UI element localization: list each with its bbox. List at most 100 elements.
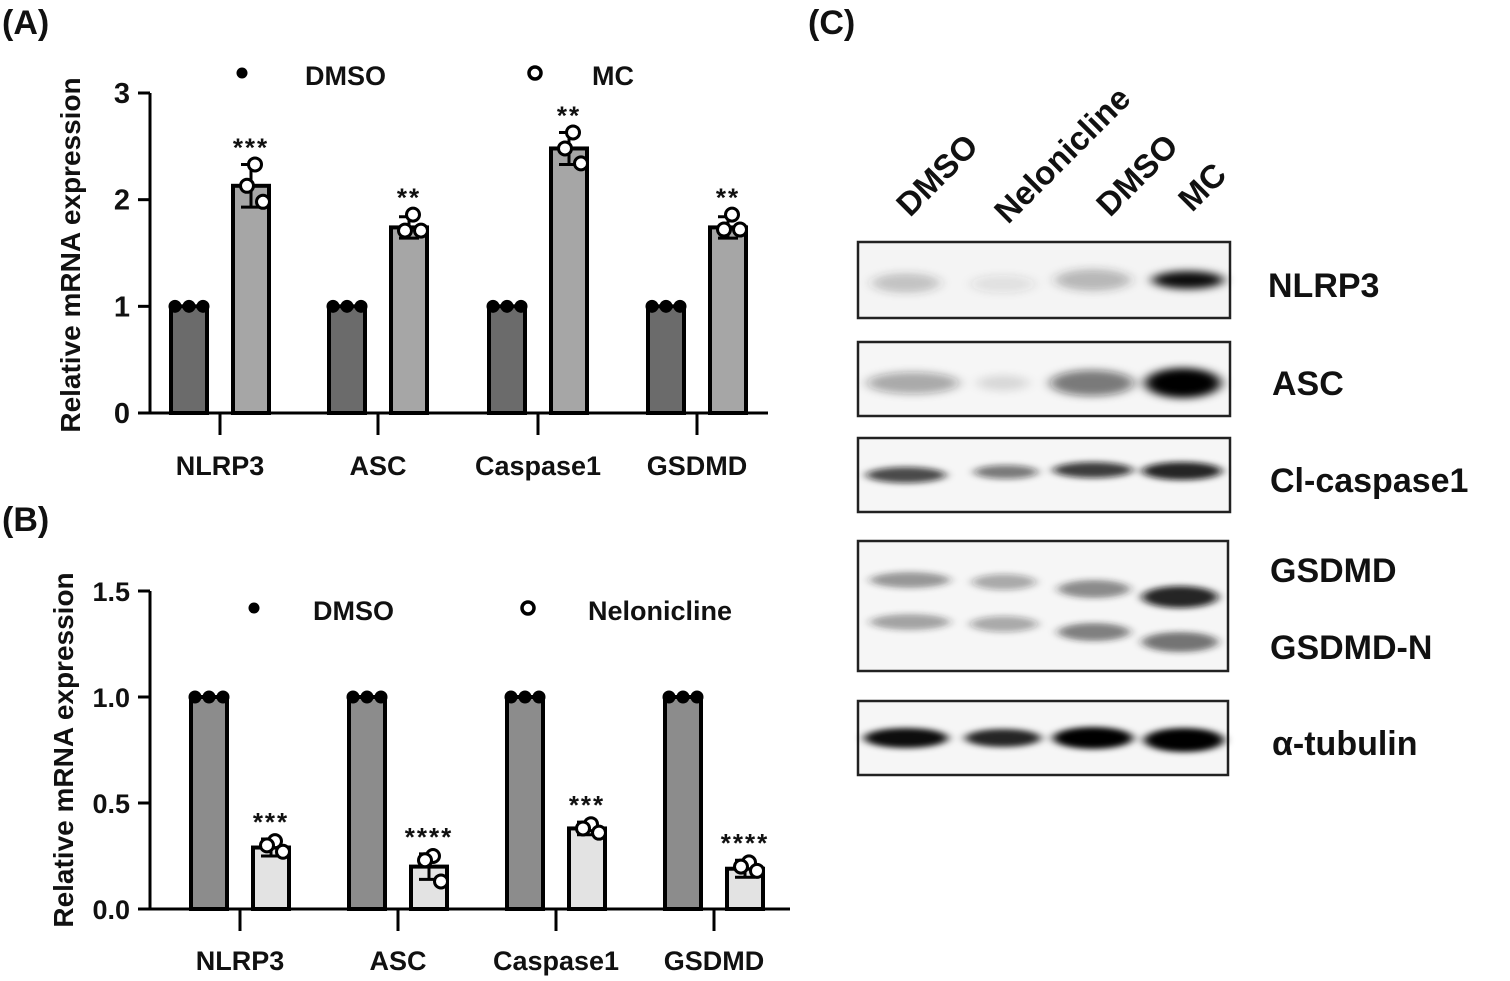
blot-label-gsdmd-n: GSDMD-N (1270, 629, 1432, 667)
data-point (659, 299, 673, 313)
y-tick-label: 0 (114, 398, 130, 430)
data-point (724, 206, 740, 223)
bands-tubulin (864, 727, 1224, 752)
data-point (340, 299, 354, 313)
band-asc-1 (867, 372, 959, 394)
x-tick-label: NLRP3 (196, 946, 285, 976)
band-asc-4 (1145, 368, 1221, 398)
y-tick-label: 1.5 (92, 577, 130, 607)
significance-marker: ** (397, 183, 421, 213)
data-point (259, 837, 275, 854)
legend-label: MC (592, 61, 634, 91)
data-point (397, 222, 413, 239)
data-point (374, 690, 388, 704)
y-tick-label: 3 (114, 78, 130, 110)
band-gsdmd-4 (1142, 586, 1218, 608)
x-tick-label: Caspase1 (475, 451, 601, 481)
data-point (182, 299, 196, 313)
y-tick-label: 1 (114, 291, 130, 323)
data-point (575, 820, 591, 837)
data-point (275, 843, 291, 860)
data-point (255, 193, 271, 210)
band-gsdmdn-4 (1142, 632, 1218, 652)
bar (487, 304, 527, 416)
data-point (433, 873, 449, 890)
data-point (733, 858, 749, 875)
data-point (690, 690, 704, 704)
data-point (716, 221, 732, 238)
y-tick-label: 1.0 (92, 683, 130, 713)
band-asc-2 (977, 375, 1029, 391)
band-tubulin-3 (1053, 727, 1133, 749)
legend-marker-open (527, 65, 543, 81)
data-point (354, 299, 368, 313)
legend-marker-filled (248, 602, 260, 614)
data-point (326, 299, 340, 313)
band-tubulin-2 (965, 729, 1041, 747)
band-gsdmdn-1 (870, 614, 950, 630)
chart-b: 0.0 0.5 1.0 1.5 Relative mRNA expression NLRP… (48, 572, 790, 976)
data-point (216, 690, 230, 704)
band-gsdmd-1 (870, 572, 950, 588)
data-point (188, 690, 202, 704)
data-point (247, 156, 263, 173)
y-axis-label: Relative mRNA expression (48, 572, 79, 927)
bands-nlrp3 (872, 269, 1224, 293)
data-point (202, 690, 216, 704)
blot-label-gsdmd: GSDMD (1270, 552, 1397, 590)
significance-marker: ** (716, 183, 740, 213)
data-point (417, 852, 433, 869)
bands-gsdmd (870, 572, 1218, 652)
legend-label: Nelonicline (588, 596, 732, 626)
data-point (573, 155, 589, 172)
data-point (557, 140, 573, 157)
lane-label-dmso-1: DMSO (889, 127, 985, 223)
panel-label-a: (A) (2, 4, 49, 42)
data-point (749, 862, 765, 879)
bar (347, 695, 387, 911)
y-tick-label: 0.5 (92, 789, 130, 819)
lane-label-mc: MC (1171, 155, 1233, 217)
y-tick-label: 2 (114, 185, 130, 217)
band-gsdmdn-3 (1058, 623, 1130, 641)
western-blot: DMSO Nelonicline DMSO MC NLRP3 ASC (856, 79, 1468, 777)
band-clcasp-2 (974, 465, 1038, 479)
band-nlrp3-4 (1152, 271, 1224, 289)
data-point (346, 690, 360, 704)
chart-a: 0 1 2 3 Relative mRNA expression NLRP3 ASC Casp… (55, 61, 768, 481)
bar (231, 183, 271, 415)
band-nlrp3-3 (1055, 269, 1131, 291)
band-nlrp3-2 (971, 275, 1035, 293)
y-tick-label: 0.0 (92, 895, 130, 925)
bar (505, 695, 545, 911)
x-tick-label: NLRP3 (176, 451, 265, 481)
data-point (591, 824, 607, 841)
data-point (413, 222, 429, 239)
legend-marker-open (520, 600, 536, 616)
x-tick-label: Caspase1 (493, 946, 619, 976)
lane-label-dmso-2: DMSO (1089, 127, 1185, 223)
band-gsdmd-3 (1058, 580, 1130, 598)
band-clcasp-4 (1142, 462, 1222, 480)
data-point (645, 299, 659, 313)
data-point (168, 299, 182, 313)
y-axis-label: Relative mRNA expression (55, 77, 86, 432)
panel-label-c: (C) (808, 4, 855, 42)
bar (663, 695, 703, 911)
panel-label-b: (B) (2, 501, 49, 539)
bands-clcaspase1 (866, 462, 1222, 483)
data-point (673, 299, 687, 313)
significance-marker: *** (253, 807, 289, 837)
bar (549, 146, 589, 415)
data-point (514, 299, 528, 313)
blot-label-tubulin: α-tubulin (1272, 725, 1418, 763)
band-clcasp-1 (866, 467, 946, 483)
significance-marker: **** (721, 828, 769, 858)
significance-marker: *** (569, 790, 605, 820)
data-point (532, 690, 546, 704)
band-tubulin-1 (864, 728, 948, 748)
bar (327, 304, 367, 416)
bar (169, 304, 209, 416)
x-tick-label: GSDMD (664, 946, 765, 976)
data-point (676, 690, 690, 704)
